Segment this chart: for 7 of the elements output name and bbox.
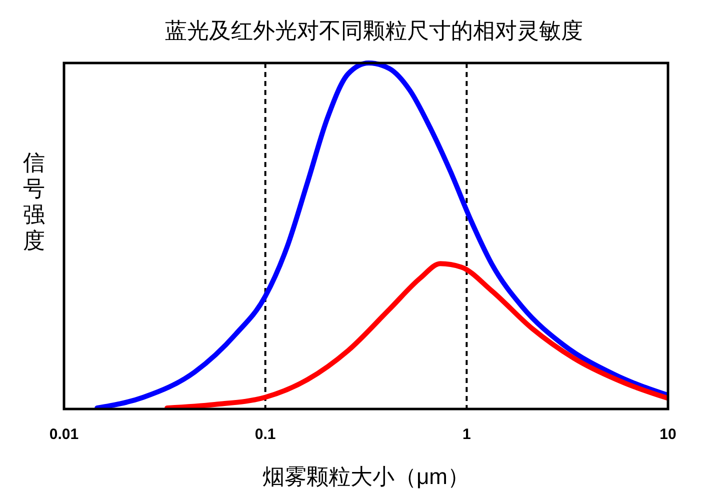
x-tick-label: 0.1	[254, 426, 276, 443]
x-axis-title: 烟雾颗粒大小（μm）	[262, 464, 470, 489]
y-axis-title: 信号强度	[23, 150, 45, 253]
x-tick-label: 1	[462, 426, 471, 443]
x-tick-label: 0.01	[49, 426, 79, 443]
chart-title: 蓝光及红外光对不同颗粒尺寸的相对灵敏度	[165, 18, 583, 43]
x-tick-label: 10	[660, 426, 676, 443]
